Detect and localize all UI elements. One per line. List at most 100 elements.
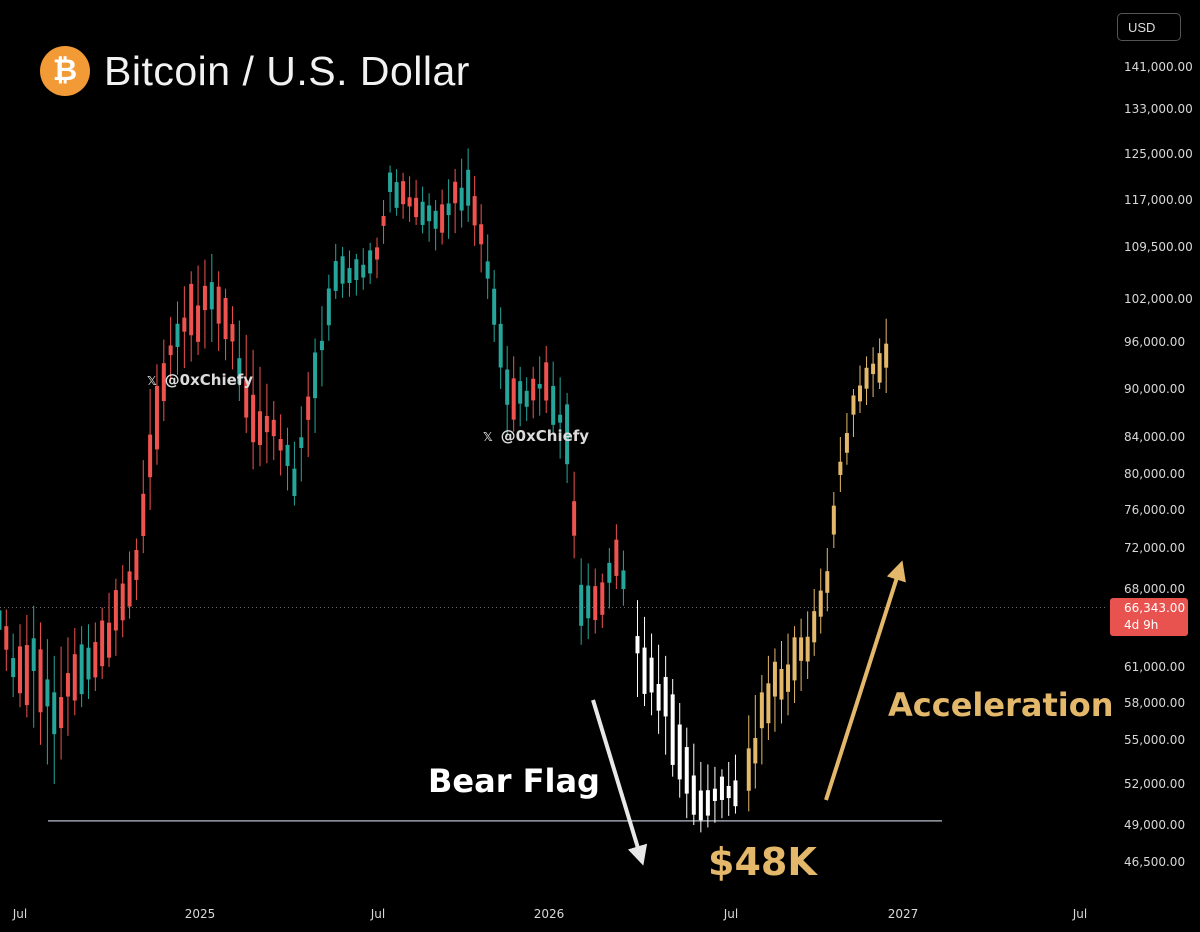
candle-body <box>11 658 16 678</box>
candle-body <box>498 323 503 368</box>
candle-body <box>120 583 125 621</box>
y-tick-label: 133,000.00 <box>1124 102 1193 116</box>
candle-body <box>593 586 598 621</box>
candle-body <box>292 468 297 496</box>
watermark: 𝕏 @0xChiefy <box>483 427 589 445</box>
y-tick-label: 49,000.00 <box>1124 818 1185 832</box>
candle-body <box>388 172 393 192</box>
x-axis[interactable]: Jul 2025 Jul 2026 Jul 2027 Jul <box>12 907 1087 921</box>
candle-body <box>407 197 412 207</box>
candle-body <box>189 283 194 336</box>
candle-body <box>670 694 675 765</box>
candle-body <box>453 181 458 204</box>
candle-body <box>505 369 510 405</box>
candle-body <box>677 724 682 780</box>
candle-body <box>24 645 29 706</box>
chart-grid <box>0 606 1108 822</box>
chart-header: ₿ Bitcoin / U.S. Dollar <box>40 46 470 96</box>
current-price-badge: 66,343.00 4d 9h <box>1110 598 1188 636</box>
x-logo-icon: 𝕏 <box>483 430 493 444</box>
y-tick-label: 102,000.00 <box>1124 292 1193 306</box>
y-tick-label: 76,000.00 <box>1124 503 1185 517</box>
candle-body <box>427 205 432 222</box>
candle-body <box>844 433 849 453</box>
candle-body <box>420 201 425 225</box>
candle-body <box>691 775 696 815</box>
candle-body <box>433 210 438 229</box>
candle-body <box>202 285 207 311</box>
x-tick-label: Jul <box>12 907 27 921</box>
candle-body <box>864 367 869 389</box>
candle-body <box>472 196 477 226</box>
candle-body <box>257 411 262 445</box>
candle-body <box>812 611 817 643</box>
candle-body <box>100 620 105 667</box>
candle-body <box>59 697 64 729</box>
candle-body <box>264 415 269 433</box>
candle-body <box>851 395 856 415</box>
candle-body <box>684 747 689 794</box>
candle-body <box>492 288 497 325</box>
candle-body <box>401 181 406 205</box>
current-price-label: 66,343.00 <box>1124 601 1186 615</box>
candle-body <box>719 776 724 800</box>
candle-body <box>621 570 626 590</box>
candle-body <box>558 414 563 423</box>
currency-selector[interactable]: USD <box>1117 13 1181 41</box>
candle-body <box>347 268 352 283</box>
candle-body <box>786 664 791 692</box>
y-axis[interactable]: 141,000.00 133,000.00 125,000.00 117,000.00… <box>1124 60 1193 869</box>
candle-body <box>65 673 70 697</box>
x-logo-icon: 𝕏 <box>147 374 157 388</box>
candle-body <box>635 636 640 654</box>
candle-body <box>466 169 471 206</box>
candle-body <box>368 250 373 274</box>
y-tick-label: 141,000.00 <box>1124 60 1193 74</box>
candle-body <box>333 261 338 291</box>
candle-body <box>154 386 159 450</box>
candle-body <box>4 626 9 650</box>
y-tick-label: 58,000.00 <box>1124 696 1185 710</box>
x-tick-label: Jul <box>1072 907 1087 921</box>
candle-body <box>537 383 542 389</box>
candle-body <box>746 748 751 791</box>
candle-body <box>759 692 764 729</box>
bear-flag-arrow <box>591 699 648 866</box>
candle-body <box>45 679 50 707</box>
candle-body <box>38 649 43 713</box>
candle-body <box>551 385 556 425</box>
candle-body <box>182 317 187 332</box>
y-tick-label: 61,000.00 <box>1124 660 1185 674</box>
candle-body <box>649 657 654 693</box>
y-tick-label: 96,000.00 <box>1124 335 1185 349</box>
acceleration-arrow <box>824 560 906 801</box>
candle-body <box>825 571 830 593</box>
candle-body <box>113 590 118 631</box>
candle-body <box>326 288 331 326</box>
x-tick-label: Jul <box>723 907 738 921</box>
candle-body <box>766 683 771 724</box>
y-tick-label: 90,000.00 <box>1124 382 1185 396</box>
candle-body <box>772 661 777 697</box>
candle-body <box>93 642 98 678</box>
candle-body <box>642 647 647 694</box>
candle-body <box>792 637 797 681</box>
candle-body <box>733 780 738 807</box>
candles-layer <box>0 148 889 833</box>
candle-body <box>446 203 451 216</box>
candle-body <box>79 644 84 695</box>
candle-body <box>127 571 132 607</box>
candle-body <box>698 790 703 821</box>
y-tick-label: 46,500.00 <box>1124 855 1185 869</box>
candle-body <box>52 692 57 735</box>
bitcoin-icon: ₿ <box>40 46 90 96</box>
y-tick-label: 125,000.00 <box>1124 147 1193 161</box>
candle-body <box>838 461 843 475</box>
candle-countdown-label: 4d 9h <box>1124 618 1159 632</box>
y-tick-label: 80,000.00 <box>1124 467 1185 481</box>
candle-body <box>223 297 228 340</box>
candle-body <box>485 261 490 279</box>
candle-body <box>209 282 214 310</box>
watermark-handle: @0xChiefy <box>500 427 590 445</box>
